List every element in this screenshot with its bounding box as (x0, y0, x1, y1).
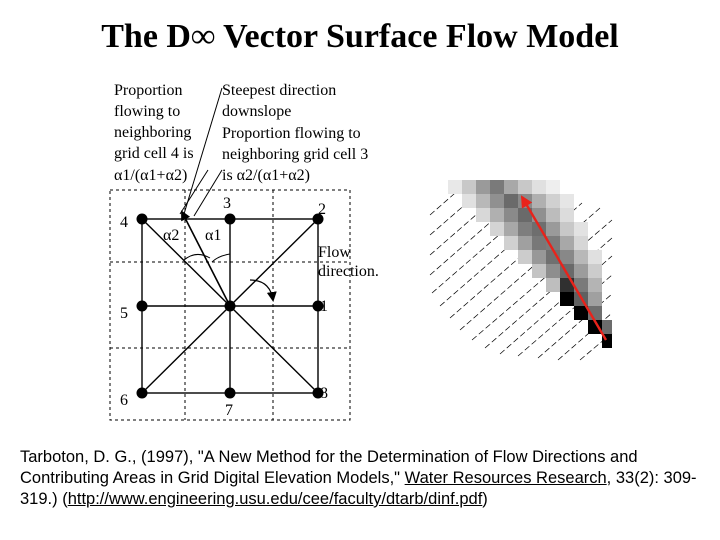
node-cell-8 (312, 387, 324, 399)
grid-nodes (136, 213, 324, 399)
alpha1-label: α1 (205, 227, 221, 244)
leader-cell4 (179, 169, 209, 215)
svg-text:neighboring grid cell 3: neighboring grid cell 3 (222, 146, 368, 163)
svg-text:is α2/(α1+α2): is α2/(α1+α2) (222, 167, 310, 184)
svg-text:direction.: direction. (318, 263, 379, 280)
node-cell-1 (312, 300, 324, 312)
svg-text:grid cell 4 is: grid cell 4 is (114, 145, 194, 162)
node-cell-2 (312, 213, 324, 225)
svg-text:neighboring: neighboring (114, 124, 191, 141)
cell-label-6: 6 (120, 392, 128, 409)
svg-text:downslope: downslope (222, 103, 291, 120)
svg-text:Proportion flowing to: Proportion flowing to (222, 125, 361, 142)
dem-pixel-band (448, 180, 612, 348)
citation-journal: Water Resources Research (404, 469, 607, 487)
citation-close: ) (482, 490, 488, 508)
citation-volume: , 33(2): 309-319.) ( (20, 469, 697, 508)
flow-vector (181, 210, 231, 307)
citation: Tarboton, D. G., (1997), "A New Method f… (20, 447, 710, 510)
svg-text:Flow: Flow (318, 244, 351, 261)
alpha2-label: α2 (163, 227, 179, 244)
slide-title: The D∞ Vector Surface Flow Model (101, 18, 619, 55)
node-cell-7 (224, 387, 236, 399)
cell-label-8: 8 (320, 385, 328, 402)
node-cell-5 (136, 300, 148, 312)
node-cell-3 (224, 213, 236, 225)
leader-cell3 (193, 169, 223, 217)
cell-label-4: 4 (120, 214, 128, 231)
node-cell-4 (136, 213, 148, 225)
leader-steepest (183, 87, 223, 215)
svg-text:flowing to: flowing to (114, 103, 180, 120)
svg-text:Proportion: Proportion (114, 82, 182, 99)
cell-label-5: 5 (120, 305, 128, 322)
annotation-proportion-cell4: Proportion flowing to neighboring grid c… (114, 82, 194, 184)
node-cell-6 (136, 387, 148, 399)
alpha1-arc (211, 253, 231, 263)
cell-label-2: 2 (318, 201, 326, 218)
citation-text: Tarboton, D. G., (1997), "A New Method f… (20, 448, 638, 487)
citation-url-link[interactable]: http://www.engineering.usu.edu/cee/facul… (67, 490, 483, 508)
dem-flow-path-arrow (520, 195, 608, 341)
annotation-steepest: Steepest direction downslope (222, 82, 336, 120)
cell-label-3: 3 (223, 195, 231, 212)
cell-label-1: 1 (320, 298, 328, 315)
annotation-flow-direction: Flow direction. (318, 244, 379, 280)
svg-text:α1/(α1+α2): α1/(α1+α2) (114, 167, 187, 184)
cell-label-7: 7 (225, 402, 233, 419)
flow-direction-arrow (249, 279, 277, 302)
svg-text:Steepest direction: Steepest direction (222, 82, 336, 99)
annotation-proportion-cell3: Proportion flowing to neighboring grid c… (222, 125, 368, 184)
alpha2-arc (183, 254, 211, 261)
